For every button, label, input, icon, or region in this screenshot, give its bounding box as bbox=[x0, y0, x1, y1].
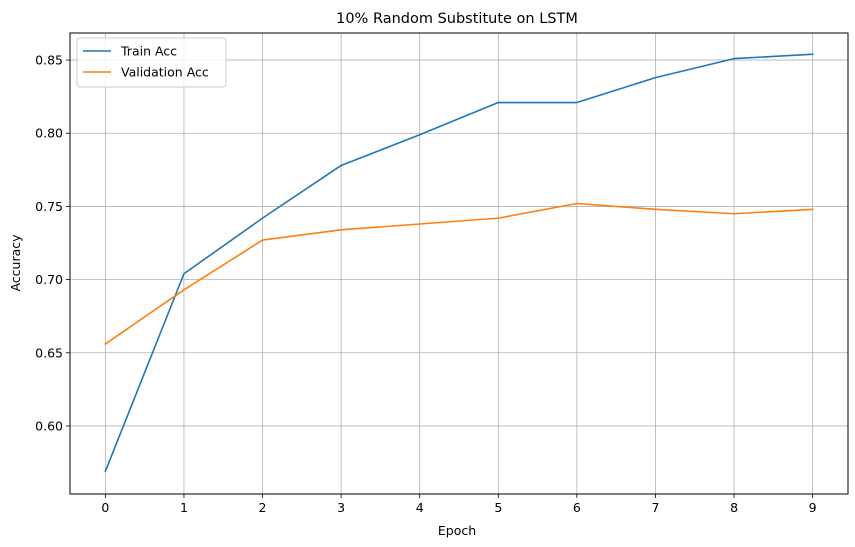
legend: Train Acc Validation Acc bbox=[76, 37, 227, 88]
y-axis-ticks: 0.60 0.65 0.70 0.75 0.80 0.85 bbox=[35, 53, 70, 433]
x-tick-label: 4 bbox=[416, 500, 424, 515]
x-tick-label: 7 bbox=[651, 500, 659, 515]
legend-label: Train Acc bbox=[120, 44, 177, 59]
x-tick-label: 3 bbox=[337, 500, 345, 515]
y-axis-label: Accuracy bbox=[8, 234, 23, 292]
y-tick-label: 0.75 bbox=[35, 199, 63, 214]
y-tick-label: 0.70 bbox=[35, 272, 63, 287]
legend-label: Validation Acc bbox=[121, 65, 209, 80]
x-tick-label: 0 bbox=[101, 500, 109, 515]
y-tick-label: 0.60 bbox=[35, 418, 63, 433]
y-tick-label: 0.85 bbox=[35, 53, 63, 68]
x-axis-label: Epoch bbox=[438, 523, 476, 538]
x-tick-label: 6 bbox=[573, 500, 581, 515]
series-line-train-acc bbox=[104, 53, 814, 473]
x-tick-label: 2 bbox=[259, 500, 267, 515]
y-tick-label: 0.65 bbox=[35, 345, 63, 360]
x-tick-label: 1 bbox=[180, 500, 188, 515]
chart-title: 10% Random Substitute on LSTM bbox=[336, 11, 578, 27]
legend-box bbox=[76, 37, 227, 88]
plot-frame bbox=[69, 32, 849, 495]
y-tick-label: 0.80 bbox=[35, 126, 63, 141]
x-tick-label: 5 bbox=[494, 500, 502, 515]
series-layer bbox=[104, 53, 814, 473]
series-line-validation-acc bbox=[104, 202, 814, 346]
x-axis-ticks: 0 1 2 3 4 5 6 7 8 9 bbox=[101, 494, 817, 515]
x-tick-label: 9 bbox=[809, 500, 817, 515]
x-tick-label: 8 bbox=[730, 500, 738, 515]
